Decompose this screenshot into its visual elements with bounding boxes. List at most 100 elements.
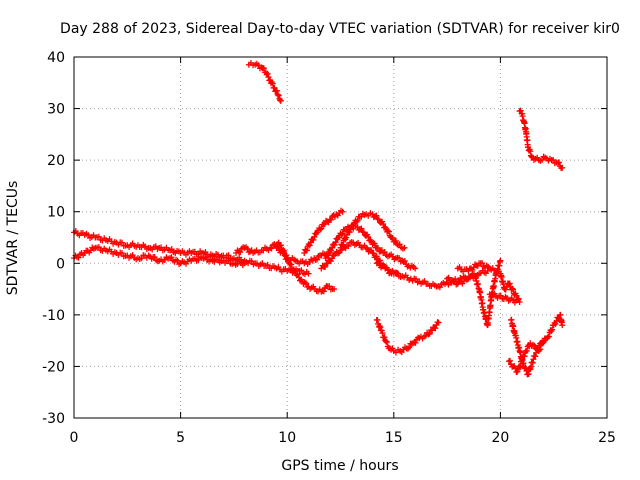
data-point-arc-15h-trough (412, 339, 419, 346)
data-point-arc-13h-mid (381, 248, 388, 255)
data-point-arc-14h-low (373, 253, 380, 260)
data-point-arc-21h-bottom (532, 353, 539, 360)
data-point-scatter-19h-b (479, 260, 486, 267)
data-point-arc-13h-mid (401, 257, 408, 264)
data-point-outliers-20h (510, 286, 517, 293)
data-point-arc-13h-hump (343, 231, 350, 238)
data-point-arc-14h-low (345, 243, 352, 250)
data-point-arc-13h-mid (371, 240, 378, 247)
data-point-band-main-upper (305, 270, 312, 277)
chart-title: Day 288 of 2023, Sidereal Day-to-day VTE… (60, 21, 620, 37)
data-point-arc-10h-dip (294, 271, 301, 278)
data-point-arc-08h (241, 244, 248, 251)
data-point-arc-13h-hump (385, 228, 392, 235)
data-point-arc-21h-cluster (537, 346, 544, 353)
data-point-arc-15h-trough (406, 344, 413, 351)
data-point-arc-21h-cluster (523, 347, 530, 354)
data-point-arc-10h-dip (301, 279, 308, 286)
data-point-arc-15h-trough (383, 339, 390, 346)
data-point-arc-21h-cluster (506, 357, 513, 364)
data-point-outliers-20h (486, 291, 493, 298)
data-point-arc-14h-low (370, 250, 377, 257)
x-axis: 0 5 10 15 20 25 (70, 57, 616, 446)
y-tick-label: -30 (42, 411, 65, 427)
data-point-arc-21h-bottom (552, 320, 559, 327)
data-point-arc-13h-hump (401, 244, 408, 251)
data-point-arc-21h-bottom (545, 333, 552, 340)
y-tick-label: -20 (42, 359, 65, 375)
x-tick-label: 25 (598, 430, 616, 446)
y-tick-label: -10 (42, 308, 65, 324)
y-tick-label: 30 (47, 102, 65, 118)
data-point-arc-10h-dip (284, 255, 291, 262)
data-point-arc-12h-rise (311, 234, 318, 241)
data-point-arc-14h-low (327, 258, 334, 265)
data-point-arc-21h-top (550, 156, 557, 163)
data-point-arc-13h-mid (328, 244, 335, 251)
data-point-arc-13h-mid (331, 242, 338, 249)
data-point-arc-21h-cluster (521, 353, 528, 360)
data-point-arc-13h-mid (375, 244, 382, 251)
y-tick-label: 0 (56, 256, 65, 272)
data-point-arc-15h-trough (377, 324, 384, 331)
x-tick-label: 15 (385, 430, 403, 446)
data-point-arc-12h-rise (317, 226, 324, 233)
data-point-arc-13h-mid (365, 233, 372, 240)
data-point-band-main-lower (118, 250, 125, 257)
data-point-arc-21h-cluster (519, 357, 526, 364)
data-point-arc-21h-top (556, 159, 563, 166)
data-point-arc-09h (255, 62, 262, 69)
data-point-arc-21h-bottom (559, 322, 566, 329)
data-point-scatter-19h (497, 257, 504, 264)
data-point-arc-15h-trough (426, 330, 433, 337)
data-point-arc-13h-mid (358, 225, 365, 232)
data-point-arc-14h-low (363, 244, 370, 251)
data-point-arc-21h-top (517, 107, 524, 114)
data-point-arc-08h (314, 256, 321, 263)
data-point-arc-09h (265, 74, 272, 81)
x-tick-label: 5 (176, 430, 185, 446)
data-point-band-main-lower (138, 255, 145, 262)
data-point-band-main-upper (95, 233, 102, 240)
data-point-arc-13h-mid (339, 230, 346, 237)
data-point-arc-09h (275, 92, 282, 99)
data-point-arc-15h-trough (376, 322, 383, 329)
data-point-arc-12h-rise (303, 247, 310, 254)
data-point-arc-10h-dip (320, 288, 327, 295)
y-axis: -30 -20 -10 0 10 20 30 40 (42, 50, 607, 427)
data-point-arc-12h-rise (318, 225, 325, 232)
data-point-arc-21h-top (528, 153, 535, 160)
y-tick-label: 20 (47, 153, 65, 169)
data-point-arc-13h-hump (389, 234, 396, 241)
data-point-band-main-upper (118, 239, 125, 246)
data-point-arc-21h-top (527, 148, 534, 155)
x-tick-label: 0 (70, 430, 79, 446)
data-point-arc-09h (277, 97, 284, 104)
data-point-arc-08h (277, 242, 284, 249)
data-point-arc-21h-cluster (517, 363, 524, 370)
data-point-arc-21h-cluster (512, 365, 519, 372)
data-point-arc-10h-dip (302, 280, 309, 287)
data-point-arc-09h (260, 65, 267, 72)
data-point-arc-15h-trough (432, 325, 439, 332)
data-point-arc-08h (237, 249, 244, 256)
plot-frame (73, 56, 608, 419)
data-point-outliers-20h (509, 285, 516, 292)
data-point-arc-12h-rise (328, 216, 335, 223)
data-point-arc-09h (273, 87, 280, 94)
data-point-band-main-lower (225, 257, 232, 264)
y-axis-label: SDTVAR / TECUs (5, 181, 21, 296)
data-point-arc-21h-bottom (523, 367, 530, 374)
data-point-arc-10h-dip (274, 244, 281, 251)
data-point-arc-15h-tail (375, 259, 382, 266)
y-tick-label: 10 (47, 205, 65, 221)
data-point-arc-13h-mid (396, 255, 403, 262)
data-point-band-main-upper (264, 261, 271, 268)
data-point-arc-09h (269, 80, 276, 87)
data-point-band-main-upper (225, 252, 232, 259)
x-tick-label: 10 (278, 430, 296, 446)
data-point-arc-13h-mid (328, 247, 335, 254)
data-point-arc-14h-low (322, 264, 329, 271)
data-point-arc-21h-bottom (549, 326, 556, 333)
data-point-arc-14h-low (324, 260, 331, 267)
